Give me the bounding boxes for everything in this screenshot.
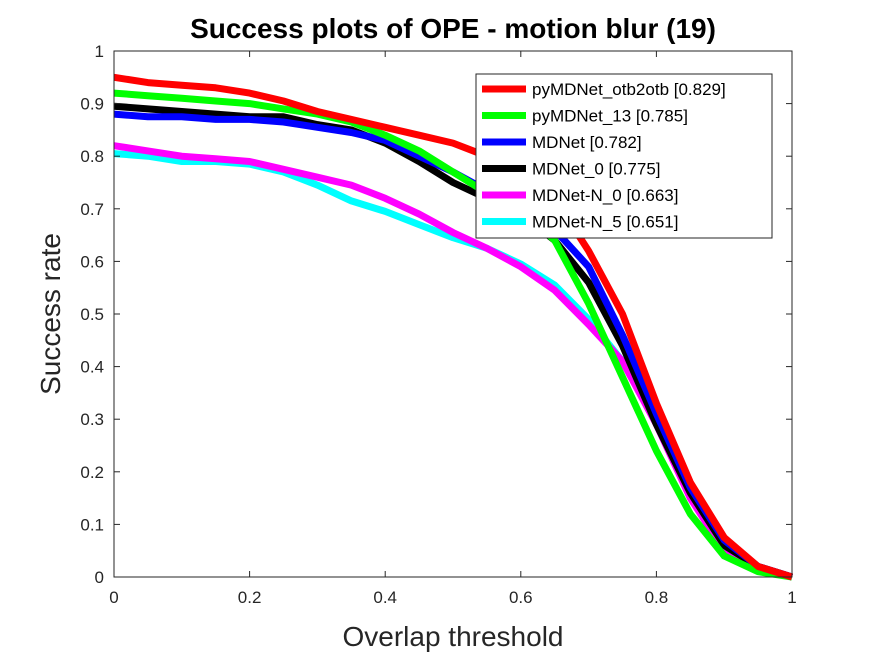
y-tick-label: 0.5 <box>80 305 104 324</box>
y-tick-label: 0.1 <box>80 515 104 534</box>
legend-label-3: MDNet_0 [0.775] <box>532 160 661 179</box>
chart-title: Success plots of OPE - motion blur (19) <box>190 13 716 44</box>
y-tick-label: 0.8 <box>80 147 104 166</box>
y-tick-label: 0.4 <box>80 358 104 377</box>
legend-label-5: MDNet-N_5 [0.651] <box>532 213 678 232</box>
x-tick-label: 0.8 <box>645 588 669 607</box>
y-tick-label: 0.3 <box>80 410 104 429</box>
series-layer <box>113 73 794 581</box>
y-tick-label: 1 <box>95 42 104 61</box>
legend: pyMDNet_otb2otb [0.829] pyMDNet_13 [0.785… <box>475 73 773 239</box>
series-line-1 <box>113 89 793 581</box>
y-axis-label: Success rate <box>35 233 66 395</box>
x-tick-label: 0.4 <box>373 588 397 607</box>
y-tick-label: 0.6 <box>80 252 104 271</box>
legend-box <box>475 73 773 239</box>
y-axis-ticks: 0 0.1 0.2 0.3 0.4 0.5 0.6 0.7 0.8 0.9 1 <box>80 42 792 587</box>
legend-items: pyMDNet_otb2otb [0.829] pyMDNet_13 [0.785… <box>482 80 726 232</box>
series-line-0 <box>113 73 794 581</box>
legend-label-0: pyMDNet_otb2otb [0.829] <box>532 80 726 99</box>
x-tick-label: 1 <box>787 588 796 607</box>
x-axis-label: Overlap threshold <box>342 621 563 652</box>
legend-label-4: MDNet-N_0 [0.663] <box>532 186 678 205</box>
legend-label-2: MDNet [0.782] <box>532 133 642 152</box>
x-axis-ticks: 0 0.2 0.4 0.6 0.8 1 <box>109 51 797 607</box>
x-tick-label: 0 <box>109 588 118 607</box>
legend-label-1: pyMDNet_13 [0.785] <box>532 107 688 126</box>
x-tick-label: 0.6 <box>509 588 533 607</box>
y-tick-label: 0 <box>95 568 104 587</box>
y-tick-label: 0.7 <box>80 200 104 219</box>
y-tick-label: 0.2 <box>80 463 104 482</box>
x-tick-label: 0.2 <box>238 588 262 607</box>
y-tick-label: 0.9 <box>80 95 104 114</box>
